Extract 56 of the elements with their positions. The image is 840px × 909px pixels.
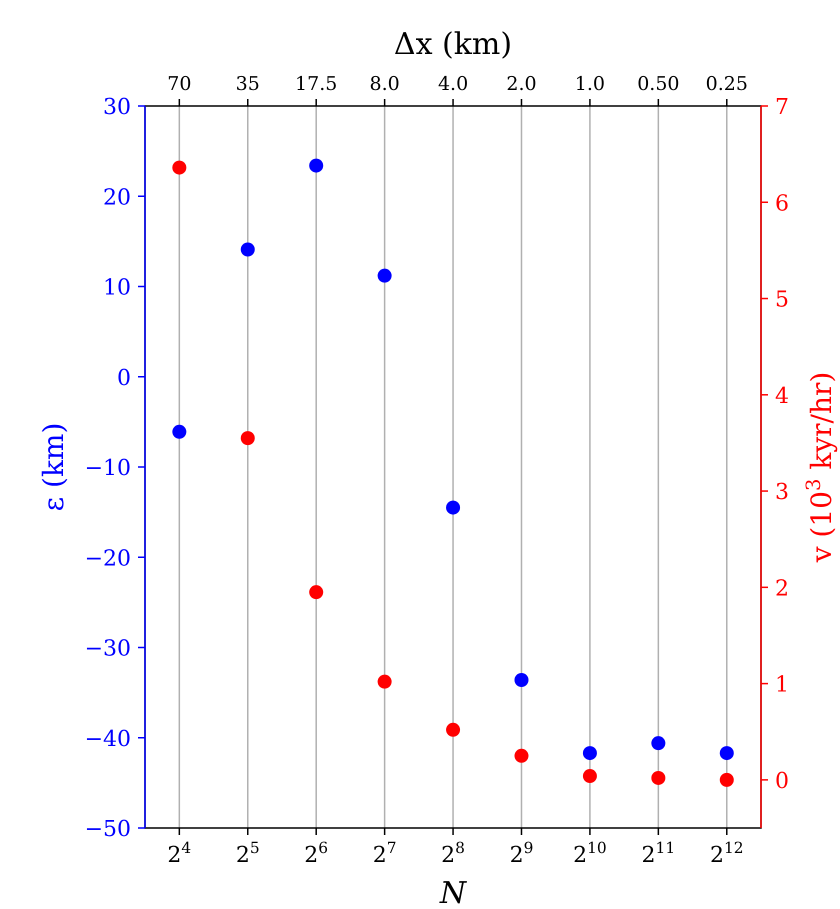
annotation: 17.5 — [295, 73, 338, 95]
x-tick-label: 2$^{8}$ — [441, 839, 465, 868]
point — [172, 160, 186, 175]
y-tick-label: −40 — [84, 726, 131, 752]
x-tick-label: 2$^{12}$ — [710, 839, 744, 868]
point — [446, 722, 460, 737]
y-tick-label: −30 — [84, 636, 131, 662]
point — [378, 674, 392, 689]
y-axis-title: ε (km) — [37, 422, 70, 512]
annotation: 70 — [167, 73, 192, 95]
annotation: 2.0 — [506, 73, 537, 95]
x-tick-label: 2$^{4}$ — [167, 839, 192, 868]
point — [514, 748, 528, 763]
y2-tick-label: 2 — [775, 576, 789, 602]
x2-axis-title: Δx (km) — [394, 27, 512, 62]
annotation: 0.25 — [706, 73, 748, 95]
x-axis-title: N — [438, 876, 468, 909]
y-tick-label: −20 — [84, 546, 131, 572]
y2-tick-label: 0 — [775, 768, 789, 794]
annotation: 4.0 — [438, 73, 468, 95]
y2-tick-label: 6 — [775, 191, 789, 216]
annotation: 1.0 — [574, 73, 606, 95]
y-tick-label: 30 — [103, 95, 131, 120]
point — [309, 585, 324, 600]
x-tick-label: 2$^{6}$ — [304, 839, 328, 868]
y-tick-label: 20 — [103, 185, 131, 210]
point — [240, 242, 255, 256]
x-tick-label: 2$^{5}$ — [236, 839, 260, 868]
annotation: 35 — [236, 73, 260, 95]
annotation: 8.0 — [370, 73, 400, 95]
y2-tick-label: 3 — [775, 480, 789, 506]
point — [172, 424, 186, 439]
point — [720, 746, 734, 760]
y2-tick-label: 5 — [775, 288, 789, 313]
y-tick-label: −10 — [84, 456, 131, 481]
point — [309, 158, 324, 173]
point — [582, 746, 597, 760]
x-tick-label: 2$^{11}$ — [642, 839, 676, 868]
x-tick-label: 2$^{7}$ — [372, 839, 397, 868]
y-tick-label: 10 — [103, 276, 131, 300]
point — [446, 500, 460, 515]
y2-tick-label: 1 — [775, 672, 789, 698]
point — [582, 769, 597, 784]
point — [514, 672, 528, 687]
point — [651, 736, 666, 750]
y2-tick-label: 7 — [775, 95, 789, 120]
y2-tick-label: 4 — [775, 384, 789, 409]
annotation: 0.50 — [637, 73, 680, 95]
y-tick-label: 0 — [117, 366, 131, 391]
point — [720, 772, 734, 787]
x-tick-label: 2$^{9}$ — [510, 839, 534, 868]
x-tick-label: 2$^{10}$ — [573, 839, 607, 868]
point — [378, 268, 392, 283]
point — [651, 770, 666, 785]
y-tick-label: −50 — [84, 817, 131, 842]
point — [240, 431, 255, 446]
